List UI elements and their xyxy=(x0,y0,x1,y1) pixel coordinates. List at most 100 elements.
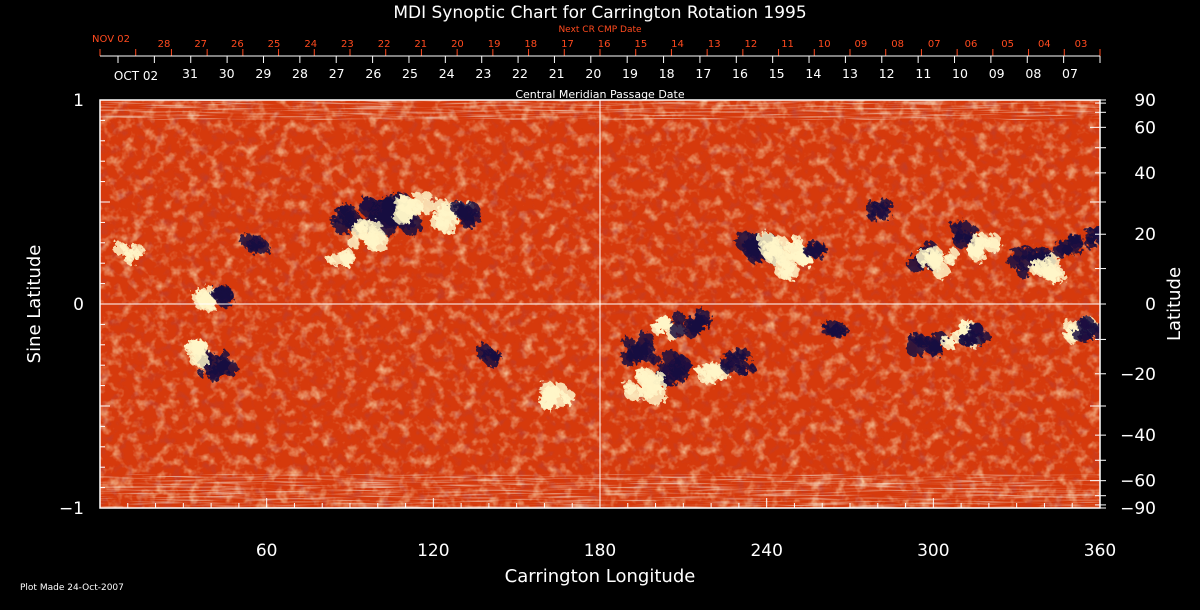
negative-polarity-patch xyxy=(1007,255,1021,269)
y-right-tick-label: −60 xyxy=(1120,472,1156,492)
cmp-date-label: 29 xyxy=(255,66,271,81)
negative-polarity-patch xyxy=(959,335,970,346)
positive-polarity-patch xyxy=(392,204,413,225)
negative-polarity-patch xyxy=(220,350,230,359)
y-left-tick-label: 1 xyxy=(73,91,84,111)
positive-polarity-patch xyxy=(636,371,644,379)
negative-polarity-patch xyxy=(197,369,205,377)
negative-polarity-patch xyxy=(463,217,474,227)
cmp-date-label: 21 xyxy=(549,66,565,81)
negative-polarity-patch xyxy=(658,362,670,375)
negative-polarity-patch xyxy=(736,365,748,377)
negative-polarity-patch xyxy=(1091,226,1100,239)
cmp-date-label: 14 xyxy=(805,66,821,81)
next-cmp-date-label: 18 xyxy=(524,39,537,50)
negative-polarity-patch xyxy=(370,213,378,221)
next-cmp-date-label: 06 xyxy=(965,39,978,50)
negative-polarity-patch xyxy=(910,254,917,261)
positive-polarity-patch xyxy=(925,246,943,264)
negative-polarity-patch xyxy=(955,220,972,237)
cmp-date-label: 30 xyxy=(219,66,235,81)
negative-polarity-patch xyxy=(212,291,220,299)
active-regions xyxy=(112,191,1113,411)
negative-polarity-patch xyxy=(980,331,991,343)
positive-polarity-patch xyxy=(780,252,797,270)
cmp-date-label: 19 xyxy=(622,66,638,81)
negative-polarity-patch xyxy=(339,205,348,214)
positive-polarity-patch xyxy=(347,236,360,249)
positive-polarity-patch xyxy=(130,243,144,257)
positive-polarity-patch xyxy=(539,392,557,410)
positive-polarity-patch xyxy=(920,260,928,269)
positive-polarity-patch xyxy=(1041,265,1058,282)
positive-polarity-patch xyxy=(968,244,981,257)
cmp-date-label: 22 xyxy=(512,66,528,81)
y-right-tick-label: −20 xyxy=(1120,365,1156,385)
negative-polarity-patch xyxy=(1017,267,1029,279)
cmp-date-label: 20 xyxy=(585,66,601,81)
next-cmp-date-label: 25 xyxy=(268,39,281,50)
next-cmp-date-label: 08 xyxy=(891,39,904,50)
y-axis-left-label: Sine Latitude xyxy=(24,245,45,364)
y-right-tick-label: 20 xyxy=(1134,225,1156,245)
negative-polarity-patch xyxy=(637,331,655,349)
cmp-date-label: 26 xyxy=(365,66,381,81)
positive-polarity-patch xyxy=(646,374,666,393)
negative-polarity-patch xyxy=(748,363,756,371)
negative-polarity-patch xyxy=(1105,234,1113,242)
cmp-date-label: 25 xyxy=(402,66,418,81)
x-axis-label: Carrington Longitude xyxy=(505,566,696,587)
positive-polarity-patch xyxy=(422,191,432,201)
y-right-tick-label: −90 xyxy=(1120,499,1156,519)
negative-polarity-patch xyxy=(217,294,232,308)
positive-polarity-patch xyxy=(368,220,383,234)
plot-made-footer: Plot Made 24-Oct-2007 xyxy=(20,583,124,593)
next-cmp-axis-label: Next CR CMP Date xyxy=(558,25,642,35)
positive-polarity-patch xyxy=(356,224,366,233)
negative-polarity-patch xyxy=(682,361,692,372)
negative-polarity-patch xyxy=(881,201,890,210)
negative-polarity-patch xyxy=(969,322,984,337)
next-cmp-date-label: 27 xyxy=(194,39,207,50)
next-cmp-date-label: 19 xyxy=(488,39,501,50)
next-cmp-first-label: NOV 02 xyxy=(92,34,130,45)
cmp-date-label: 10 xyxy=(952,66,968,81)
negative-polarity-patch xyxy=(673,311,686,324)
next-cmp-date-label: 12 xyxy=(745,39,758,50)
positive-polarity-patch xyxy=(365,237,379,251)
negative-polarity-patch xyxy=(821,326,831,336)
negative-polarity-patch xyxy=(726,352,736,362)
negative-polarity-patch xyxy=(905,337,926,358)
next-cmp-date-label: 22 xyxy=(378,39,391,50)
next-cmp-date-label: 20 xyxy=(451,39,464,50)
next-cmp-date-label: 09 xyxy=(855,39,868,50)
negative-polarity-patch xyxy=(494,351,502,359)
cmp-date-label: 09 xyxy=(989,66,1005,81)
y-right-tick-label: 0 xyxy=(1145,295,1156,315)
next-cmp-date-label: 23 xyxy=(341,39,354,50)
cmp-date-label: 07 xyxy=(1062,66,1078,81)
negative-polarity-patch xyxy=(867,211,877,222)
negative-polarity-patch xyxy=(805,247,816,258)
x-tick-label: 240 xyxy=(750,541,782,561)
y-axis-right-label: Latitude xyxy=(1164,267,1185,341)
cmp-date-label: 08 xyxy=(1025,66,1041,81)
negative-polarity-patch xyxy=(831,321,846,336)
y-axis-left: 1 0 −1 xyxy=(59,91,110,519)
next-cmp-date-label: 05 xyxy=(1001,39,1014,50)
y-right-tick-label: 90 xyxy=(1134,91,1156,111)
negative-polarity-patch xyxy=(484,354,498,368)
y-right-tick-label: −40 xyxy=(1120,426,1156,446)
next-cmp-date-label: 10 xyxy=(818,39,831,50)
positive-polarity-patch xyxy=(695,365,704,375)
positive-polarity-patch xyxy=(419,199,434,214)
next-cmp-date-axis: 28 27 26 25 24 23 22 21 20 19 18 17 16 15 14 13 12 11 10 09… xyxy=(99,39,1101,56)
positive-polarity-patch xyxy=(562,396,572,405)
cmp-date-label: 15 xyxy=(769,66,785,81)
negative-polarity-patch xyxy=(1099,240,1100,244)
positive-polarity-patch xyxy=(698,373,707,383)
y-left-tick-label: −1 xyxy=(59,499,84,519)
negative-polarity-patch xyxy=(239,233,254,248)
cmp-date-label: 18 xyxy=(659,66,675,81)
